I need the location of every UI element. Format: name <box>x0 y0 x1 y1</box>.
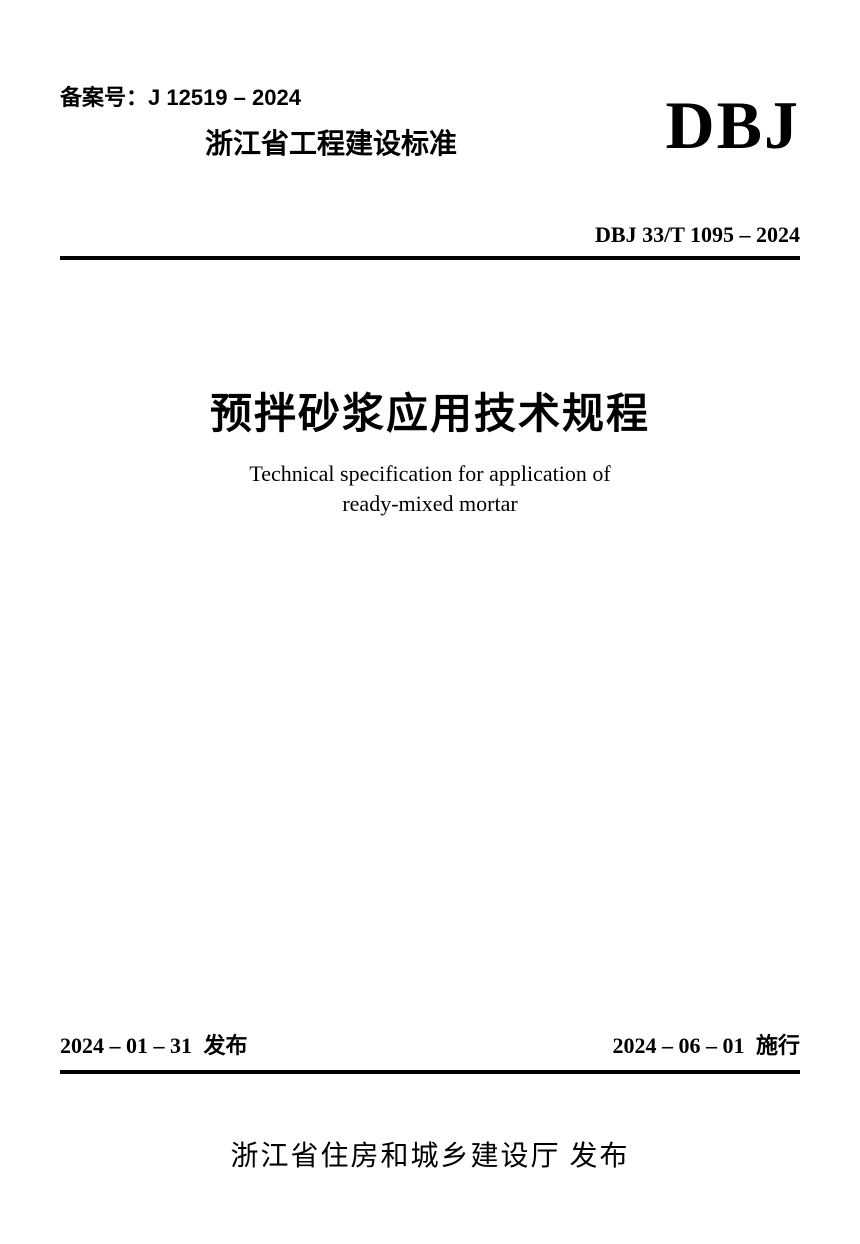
spacer <box>60 518 800 1028</box>
effective-date: 2024 – 06 – 01 <box>612 1033 744 1058</box>
filing-number: 备案号：J 12519 – 2024 <box>60 80 301 112</box>
title-english: Technical specification for application … <box>60 459 800 518</box>
publish-date-block: 2024 – 01 – 31 发布 <box>60 1028 248 1060</box>
publish-suffix: 发布 <box>204 1033 248 1058</box>
title-english-line2: ready-mixed mortar <box>342 491 517 516</box>
publish-date: 2024 – 01 – 31 <box>60 1033 192 1058</box>
document-page: 备案号：J 12519 – 2024 浙江省工程建设标准 DBJ DBJ 33/… <box>0 0 860 1244</box>
dates-row: 2024 – 01 – 31 发布 2024 – 06 – 01 施行 <box>60 1028 800 1060</box>
top-divider <box>60 256 800 260</box>
filing-number-value: J 12519 – 2024 <box>148 85 301 110</box>
effective-date-block: 2024 – 06 – 01 施行 <box>612 1028 800 1060</box>
title-section: 预拌砂浆应用技术规程 Technical specification for a… <box>60 380 800 518</box>
dbj-logo: DBJ <box>666 91 800 159</box>
bottom-divider <box>60 1070 800 1074</box>
effective-suffix: 施行 <box>756 1033 800 1058</box>
standard-type-row: 浙江省工程建设标准 DBJ <box>60 122 800 162</box>
title-chinese: 预拌砂浆应用技术规程 <box>60 380 800 441</box>
title-english-line1: Technical specification for application … <box>249 461 610 486</box>
publisher: 浙江省住房和城乡建设厅 发布 <box>60 1134 800 1174</box>
standard-number: DBJ 33/T 1095 – 2024 <box>60 222 800 248</box>
filing-label: 备案号： <box>60 85 148 110</box>
standard-type: 浙江省工程建设标准 <box>205 122 457 162</box>
